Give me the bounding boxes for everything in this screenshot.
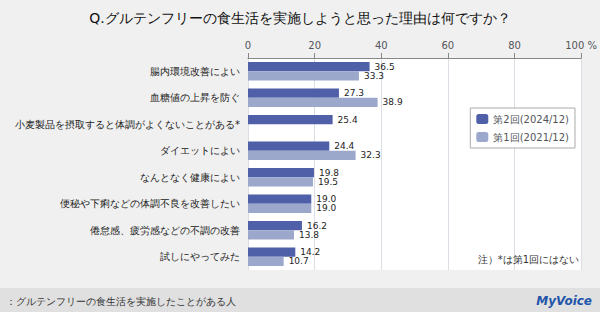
svg-text:80: 80: [508, 40, 521, 51]
svg-text:33.3: 33.3: [364, 71, 384, 81]
svg-text:32.3: 32.3: [361, 150, 381, 160]
svg-text:注）*は第1回にはない: 注）*は第1回にはない: [478, 254, 579, 265]
svg-text:便秘や下痢などの体調不良を改善したい: 便秘や下痢などの体調不良を改善したい: [60, 198, 240, 209]
svg-text:血糖値の上昇を防ぐ: 血糖値の上昇を防ぐ: [150, 92, 240, 103]
svg-text:38.9: 38.9: [383, 97, 403, 107]
svg-text:なんとなく健康によい: なんとなく健康によい: [140, 172, 240, 183]
svg-text:0: 0: [245, 40, 251, 51]
svg-text:14.2: 14.2: [300, 247, 321, 258]
svg-text:36.5: 36.5: [374, 61, 395, 72]
svg-text:第1回(2021/12): 第1回(2021/12): [493, 132, 569, 143]
svg-text:倦怠感、疲労感などの不調の改善: 倦怠感、疲労感などの不調の改善: [90, 225, 240, 236]
svg-text:：グルテンフリーの食生活を実施したことがある人: ：グルテンフリーの食生活を実施したことがある人: [6, 296, 236, 307]
svg-text:腸内環境改善によい: 腸内環境改善によい: [150, 66, 240, 77]
svg-text:19.0: 19.0: [316, 194, 337, 205]
svg-text:ダイエットによい: ダイエットによい: [160, 145, 240, 156]
svg-text:25.4: 25.4: [338, 115, 358, 125]
svg-text:19.8: 19.8: [319, 167, 339, 178]
svg-text:小麦製品を摂取すると体調がよくないことがある*: 小麦製品を摂取すると体調がよくないことがある*: [15, 119, 240, 130]
svg-text:試しにやってみた: 試しにやってみた: [160, 251, 240, 262]
svg-text:27.3: 27.3: [344, 88, 364, 98]
svg-text:16.2: 16.2: [307, 220, 327, 231]
svg-text:19.5: 19.5: [318, 177, 338, 187]
svg-text:100 %: 100 %: [565, 40, 597, 51]
svg-text:19.0: 19.0: [316, 203, 336, 213]
svg-text:13.8: 13.8: [299, 230, 319, 240]
svg-text:24.4: 24.4: [334, 141, 354, 151]
svg-text:Q.グルテンフリーの食生活を実施しようと思った理由は何ですか: Q.グルテンフリーの食生活を実施しようと思った理由は何ですか？: [89, 10, 510, 26]
svg-text:40: 40: [375, 40, 388, 51]
svg-text:20: 20: [308, 40, 321, 51]
svg-text:MyVoice: MyVoice: [536, 294, 592, 308]
svg-text:60: 60: [442, 40, 455, 51]
svg-text:10.7: 10.7: [289, 256, 309, 266]
svg-text:第2回(2024/12): 第2回(2024/12): [493, 114, 569, 125]
